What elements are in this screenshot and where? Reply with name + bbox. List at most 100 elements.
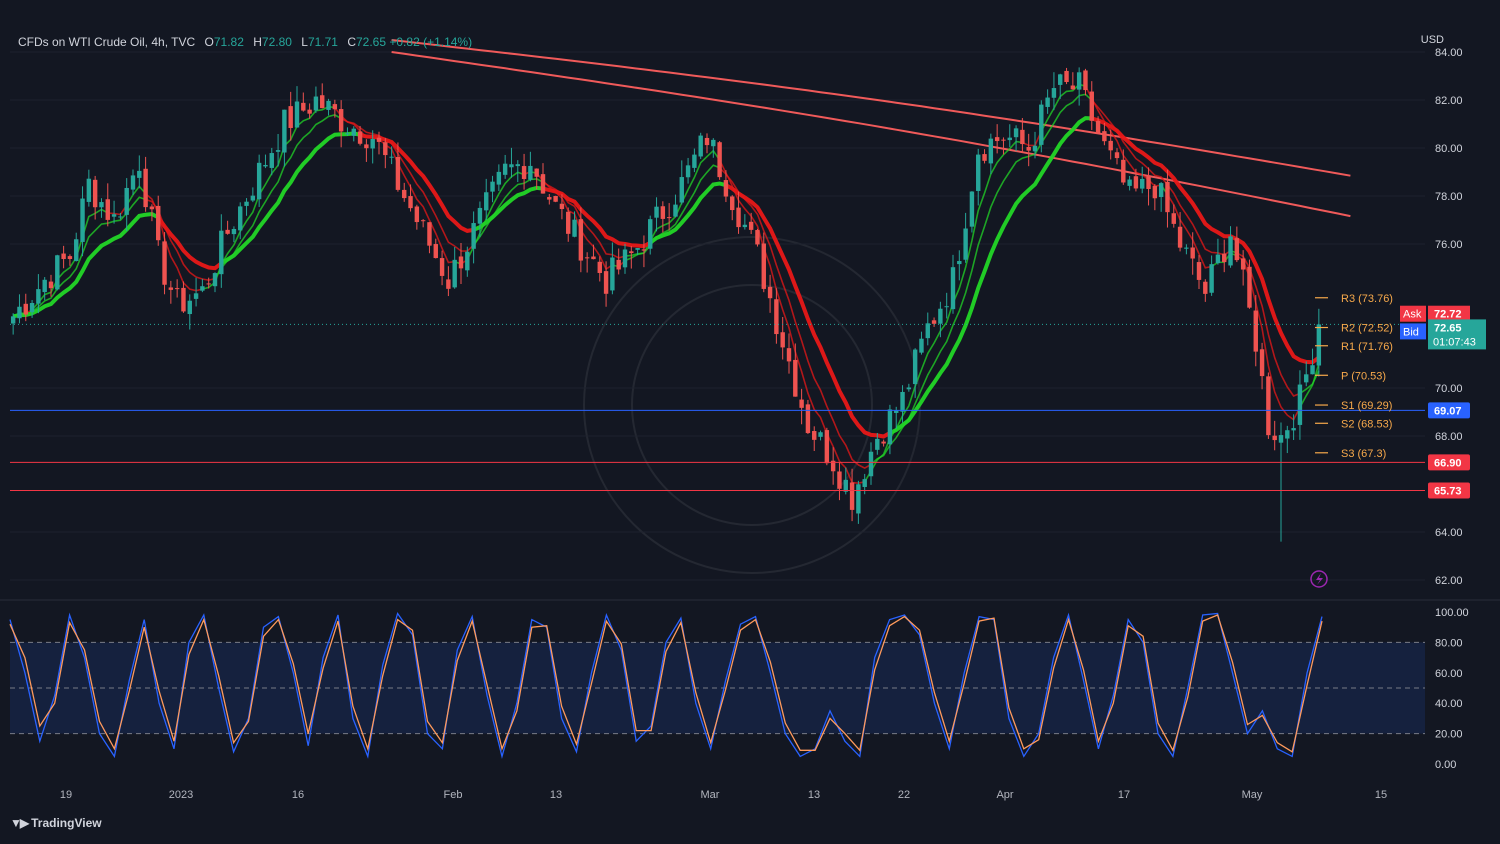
candle-body[interactable]: [212, 273, 218, 287]
candle-body[interactable]: [402, 189, 407, 199]
candle-body[interactable]: [219, 230, 224, 275]
candle-body[interactable]: [168, 287, 174, 290]
candle-body[interactable]: [420, 220, 426, 222]
candle-body[interactable]: [767, 286, 773, 299]
candle-body[interactable]: [1146, 175, 1151, 190]
candle-body[interactable]: [471, 223, 476, 249]
tradingview-logo[interactable]: ▼▶ TradingView: [10, 816, 102, 830]
candle-body[interactable]: [1095, 120, 1101, 134]
candle-body[interactable]: [17, 306, 22, 319]
candle-body[interactable]: [509, 164, 514, 168]
symbol-header[interactable]: CFDs on WTI Crude Oil, 4h, TVC O71.82 H7…: [18, 35, 472, 49]
candle-body[interactable]: [1203, 281, 1208, 294]
candle-body[interactable]: [174, 288, 180, 290]
candle-body[interactable]: [1297, 384, 1303, 425]
candle-body[interactable]: [1058, 74, 1063, 85]
candle-body[interactable]: [275, 150, 281, 152]
candle-body[interactable]: [301, 102, 306, 111]
candle-body[interactable]: [74, 239, 79, 261]
candle-body[interactable]: [799, 399, 804, 408]
candle-body[interactable]: [1272, 435, 1277, 441]
time-axis[interactable]: 19 2023 16 Feb 13 Mar 13 22 Apr 17 May 15: [60, 789, 1387, 801]
candle-body[interactable]: [925, 323, 930, 339]
candle-body[interactable]: [572, 219, 577, 237]
candle-body[interactable]: [80, 198, 85, 242]
candle-body[interactable]: [830, 460, 836, 472]
candle-body[interactable]: [938, 308, 943, 324]
candle-body[interactable]: [849, 482, 855, 510]
candle-body[interactable]: [193, 293, 199, 299]
candle-body[interactable]: [591, 256, 596, 260]
candle-body[interactable]: [92, 179, 98, 208]
candle-body[interactable]: [679, 177, 684, 203]
candle-body[interactable]: [10, 316, 16, 324]
candle-body[interactable]: [263, 164, 268, 167]
candle-body[interactable]: [1190, 247, 1195, 259]
candle-body[interactable]: [692, 154, 697, 168]
candle-body[interactable]: [944, 306, 949, 308]
candle-body[interactable]: [622, 249, 628, 268]
candle-body[interactable]: [42, 279, 47, 293]
candle-body[interactable]: [584, 257, 590, 259]
candle-body[interactable]: [338, 109, 344, 132]
candle-body[interactable]: [793, 359, 798, 397]
candle-body[interactable]: [294, 101, 300, 128]
candle-body[interactable]: [578, 219, 584, 261]
candle-body[interactable]: [761, 243, 766, 289]
candle-body[interactable]: [528, 165, 533, 180]
candle-body[interactable]: [99, 202, 104, 208]
candle-body[interactable]: [629, 251, 634, 254]
candle-body[interactable]: [370, 138, 375, 149]
candle-body[interactable]: [351, 128, 356, 136]
candle-body[interactable]: [1291, 428, 1296, 431]
candle-body[interactable]: [124, 187, 129, 215]
candle-body[interactable]: [786, 348, 792, 362]
candle-body[interactable]: [805, 404, 811, 434]
candle-body[interactable]: [1127, 179, 1132, 186]
candle-body[interactable]: [1316, 324, 1322, 366]
candle-body[interactable]: [439, 258, 445, 276]
candle-body[interactable]: [1007, 137, 1012, 141]
candle-body[interactable]: [540, 174, 546, 194]
candle-body[interactable]: [1222, 253, 1227, 263]
candle-body[interactable]: [1304, 374, 1309, 383]
candle-body[interactable]: [1076, 72, 1082, 90]
candle-body[interactable]: [395, 156, 401, 190]
candle-body[interactable]: [881, 441, 886, 444]
candle-body[interactable]: [982, 154, 987, 161]
candle-body[interactable]: [433, 244, 438, 259]
candle-body[interactable]: [824, 430, 830, 464]
candle-body[interactable]: [723, 180, 729, 197]
price-axis[interactable]: 84.00 82.00 80.00 78.00 76.00 70.00 68.00 64.00…: [1400, 47, 1486, 587]
candle-body[interactable]: [843, 479, 848, 492]
candle-body[interactable]: [36, 289, 41, 304]
candle-body[interactable]: [1184, 247, 1189, 249]
candle-body[interactable]: [1013, 128, 1019, 138]
candle-body[interactable]: [389, 156, 394, 158]
candle-body[interactable]: [282, 109, 287, 153]
stoch-line[interactable]: [9, 612, 1323, 759]
candle-body[interactable]: [931, 320, 937, 324]
candle-body[interactable]: [862, 479, 867, 487]
candle-body[interactable]: [1234, 238, 1240, 261]
candle-body[interactable]: [1039, 104, 1044, 145]
candle-body[interactable]: [1285, 430, 1290, 439]
candle-body[interactable]: [313, 96, 319, 111]
candle-body[interactable]: [269, 153, 274, 168]
candle-body[interactable]: [1133, 176, 1139, 189]
candle-body[interactable]: [244, 201, 249, 206]
candle-body[interactable]: [414, 206, 420, 223]
candle-body[interactable]: [521, 166, 527, 179]
candle-body[interactable]: [496, 171, 502, 185]
candle-body[interactable]: [912, 349, 918, 385]
candle-body[interactable]: [547, 197, 552, 200]
candle-body[interactable]: [326, 100, 331, 110]
candle-body[interactable]: [187, 300, 192, 315]
candle-body[interactable]: [1102, 131, 1107, 142]
candle-body[interactable]: [118, 216, 123, 218]
candle-body[interactable]: [250, 195, 256, 201]
candle-body[interactable]: [748, 221, 754, 230]
candle-body[interactable]: [357, 131, 363, 144]
candle-body[interactable]: [320, 95, 325, 109]
